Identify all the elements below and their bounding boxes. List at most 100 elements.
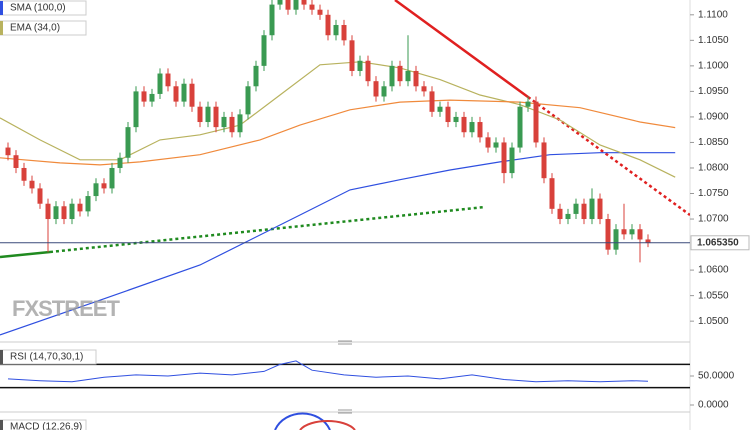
candle-body <box>421 86 427 92</box>
watermark: FXSTREET <box>12 296 120 321</box>
candle-body <box>293 0 299 10</box>
macd-line <box>274 412 331 430</box>
candle-body <box>517 106 523 148</box>
candle-body <box>149 93 155 102</box>
y-tick-label: 1.0500 <box>698 316 729 327</box>
trend-line <box>49 205 486 254</box>
candle-body <box>117 157 123 168</box>
candle-body <box>29 180 35 189</box>
price-panel <box>0 0 690 336</box>
candle-body <box>125 127 131 158</box>
indicator-line <box>0 152 676 336</box>
last-price-label: 1.065350 <box>697 237 739 248</box>
candle-body <box>69 203 75 220</box>
candle-body <box>133 91 139 128</box>
y-tick-label: 50.0000 <box>698 371 735 382</box>
y-tick-label: 1.0550 <box>698 290 729 301</box>
candle-body <box>21 167 27 181</box>
candle-body <box>589 198 595 220</box>
candle-body <box>85 196 91 212</box>
candle-body <box>605 219 611 250</box>
candle-body <box>357 60 363 71</box>
indicator-line <box>0 99 676 166</box>
candle-body <box>437 106 443 112</box>
candle-body <box>501 142 507 174</box>
candle-body <box>285 0 291 10</box>
candle-body <box>141 91 147 102</box>
candle-body <box>525 101 531 107</box>
y-tick-label: 1.0750 <box>698 188 729 199</box>
candle-body <box>365 60 371 82</box>
trend-line <box>394 0 529 99</box>
candle-body <box>173 86 179 102</box>
y-tick-label: 0.0000 <box>698 400 729 411</box>
y-tick-label: 1.0700 <box>698 214 729 225</box>
candle-body <box>333 25 339 36</box>
candle-body <box>165 73 171 87</box>
candle-body <box>469 122 475 133</box>
candle-body <box>325 14 331 36</box>
candle-body <box>269 4 275 36</box>
candle-body <box>557 208 563 220</box>
candle-body <box>157 73 163 94</box>
y-tick-label: 1.1050 <box>698 35 729 46</box>
candle-body <box>37 188 43 204</box>
candle-body <box>565 213 571 220</box>
legend-label: EMA (34,0) <box>10 23 60 34</box>
y-tick-label: 1.0800 <box>698 163 729 174</box>
price-tag <box>690 235 750 251</box>
candle-body <box>629 229 635 235</box>
candle-body <box>205 106 211 123</box>
candle-body <box>245 86 251 115</box>
candle-body <box>485 137 491 148</box>
candle-body <box>349 40 355 71</box>
candle-body <box>101 183 107 189</box>
candle-body <box>109 167 115 189</box>
candle-body <box>5 147 11 156</box>
candle-body <box>405 70 411 82</box>
candle-body <box>189 83 195 107</box>
candle-body <box>453 116 459 123</box>
legend-swatch <box>0 420 3 430</box>
candle-body <box>597 198 603 220</box>
candle-body <box>309 4 315 10</box>
candle-body <box>493 142 499 148</box>
candle-body <box>77 203 83 212</box>
candle-body <box>581 203 587 220</box>
panel-title: RSI (14,70,30,1) <box>10 352 83 363</box>
indicator-line <box>0 61 676 178</box>
y-tick-label: 1.0950 <box>698 86 729 97</box>
candle-body <box>13 155 19 168</box>
candle-body <box>549 178 555 209</box>
candle-body <box>573 203 579 214</box>
candle-body <box>93 183 99 197</box>
candle-body <box>477 122 483 138</box>
candle-body <box>381 86 387 97</box>
y-tick-label: 1.0850 <box>698 137 729 148</box>
candle-body <box>621 229 627 235</box>
candle-body <box>645 239 651 244</box>
legend-swatch <box>0 350 3 364</box>
macd-signal <box>299 420 356 430</box>
candle-body <box>253 65 259 87</box>
candle-body <box>389 65 395 87</box>
legend-box <box>0 20 87 36</box>
legend-box <box>0 419 87 430</box>
candle-body <box>613 229 619 250</box>
candle-body <box>509 147 515 174</box>
y-tick-label: 1.0600 <box>698 265 729 276</box>
legend-box <box>0 0 87 16</box>
candle-body <box>429 91 435 112</box>
candle-body <box>413 70 419 87</box>
candle-body <box>221 116 227 128</box>
candle-body <box>445 106 451 123</box>
candle-body <box>261 35 267 66</box>
legend-label: SMA (100,0) <box>10 3 66 14</box>
candle-body <box>373 81 379 97</box>
legend-box <box>0 349 97 365</box>
candle-body <box>237 114 243 133</box>
candle-body <box>53 206 59 220</box>
y-tick-label: 1.1100 <box>698 9 728 20</box>
